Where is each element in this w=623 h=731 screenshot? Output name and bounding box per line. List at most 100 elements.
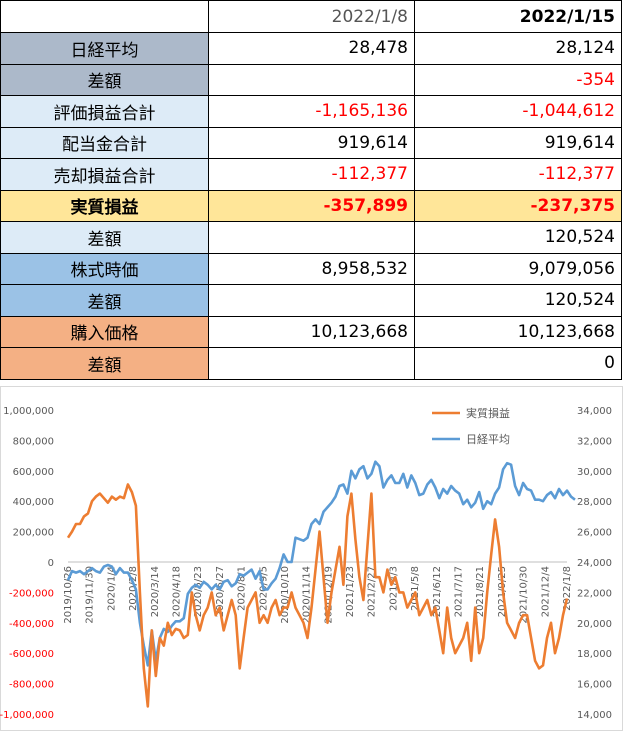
table-row: 購入価格 10,123,668 10,123,668 — [0, 315, 623, 348]
left-axis-tick-label: 1,000,000 — [3, 406, 54, 417]
right-axis-tick-label: 24,000 — [577, 558, 612, 569]
x-axis-tick-label: 2020/2/8 — [128, 566, 139, 611]
x-axis-tick-label: 2020/4/18 — [171, 566, 182, 617]
x-axis-tick-label: 2020/12/19 — [323, 566, 334, 624]
value-cell-1: 8,958,532 — [208, 252, 415, 285]
row-label: 配当金合計 — [0, 126, 209, 159]
header-date-1: 2022/1/8 — [208, 0, 415, 33]
row-label: 購入価格 — [0, 315, 209, 348]
value-cell-2: 0 — [413, 347, 623, 380]
x-axis-tick-label: 2019/11/30 — [85, 566, 96, 624]
x-axis-tick-label: 2020/5/23 — [193, 566, 204, 617]
x-axis-tick-label: 2021/12/4 — [540, 566, 551, 617]
header-empty — [0, 0, 209, 33]
table-row: 日経平均 28,478 28,124 — [0, 32, 623, 65]
x-axis-tick-label: 2020/10/10 — [280, 566, 291, 624]
x-axis-ticks: 2019/10/26 2019/11/30 2020/1/4 2020/2/8 2020… — [63, 566, 573, 624]
table-row: 差額 -354 — [0, 63, 623, 96]
left-axis-tick-label: 200,000 — [13, 528, 54, 539]
row-label: 株式時価 — [0, 252, 209, 285]
value-cell-2: -354 — [413, 63, 623, 96]
row-label: 差額 — [0, 63, 209, 96]
table-row: 配当金合計 919,614 919,614 — [0, 126, 623, 159]
value-cell-1 — [208, 221, 415, 254]
value-cell-2: 9,079,056 — [413, 252, 623, 285]
left-axis-tick-label: 400,000 — [13, 497, 54, 508]
row-label: 日経平均 — [0, 32, 209, 65]
header-row: 2022/1/8 2022/1/15 — [0, 0, 623, 33]
table-row: 実質損益 -357,899 -237,375 — [0, 189, 623, 222]
table-row: 売却損益合計 -112,377 -112,377 — [0, 158, 623, 191]
table-row: 差額 0 — [0, 347, 623, 380]
table-row: 評価損益合計 -1,165,136 -1,044,612 — [0, 95, 623, 128]
row-label: 差額 — [0, 347, 209, 380]
right-axis-tick-label: 16,000 — [577, 680, 612, 691]
left-axis-tick-label: -800,000 — [9, 680, 54, 691]
x-axis-tick-label: 2021/7/17 — [454, 566, 465, 617]
row-label: 売却損益合計 — [0, 158, 209, 191]
value-cell-1 — [208, 347, 415, 380]
value-cell-2: -1,044,612 — [413, 95, 623, 128]
row-label: 差額 — [0, 284, 209, 317]
left-axis-tick-label: -1,000,000 — [0, 710, 54, 721]
summary-table-body: 2022/1/8 2022/1/15 日経平均 28,478 28,124 差額 -354 評… — [0, 0, 623, 380]
legend-label: 実質損益 — [466, 406, 510, 420]
value-cell-2: -237,375 — [413, 189, 623, 222]
right-axis-tick-label: 20,000 — [577, 619, 612, 630]
x-axis-tick-label: 2021/2/27 — [367, 566, 378, 617]
value-cell-1 — [208, 63, 415, 96]
table-row: 差額 120,524 — [0, 221, 623, 254]
legend-label: 日経平均 — [466, 433, 510, 446]
x-axis-tick-label: 2020/8/1 — [237, 566, 248, 611]
right-axis-tick-label: 18,000 — [577, 649, 612, 660]
left-axis-tick-label: 800,000 — [13, 436, 54, 447]
row-label: 評価損益合計 — [0, 95, 209, 128]
x-axis-tick-label: 2021/5/8 — [410, 566, 421, 611]
value-cell-2: 120,524 — [413, 284, 623, 317]
right-axis-ticks: 34,000 32,000 30,000 28,000 26,000 24,000 22,0… — [577, 406, 612, 721]
left-axis-tick-label: 600,000 — [13, 467, 54, 478]
left-axis-tick-label: 0 — [48, 558, 54, 569]
x-axis-tick-label: 2021/4/3 — [388, 566, 399, 611]
table-row: 株式時価 8,958,532 9,079,056 — [0, 252, 623, 285]
table-row: 差額 120,524 — [0, 284, 623, 317]
value-cell-1: 919,614 — [208, 126, 415, 159]
value-cell-1: 10,123,668 — [208, 315, 415, 348]
series-lines — [66, 460, 576, 708]
x-axis-tick-label: 2020/6/27 — [215, 566, 226, 617]
value-cell-2: -112,377 — [413, 158, 623, 191]
right-axis-tick-label: 26,000 — [577, 528, 612, 539]
header-date-2: 2022/1/15 — [413, 0, 623, 33]
value-cell-1: -1,165,136 — [208, 95, 415, 128]
line-chart: 1,000,000 800,000 600,000 400,000 200,000 0 -2… — [0, 386, 623, 731]
right-axis-tick-label: 22,000 — [577, 588, 612, 599]
value-cell-1: -357,899 — [208, 189, 415, 222]
left-axis-tick-label: -200,000 — [9, 588, 54, 599]
x-axis-tick-label: 2020/1/4 — [106, 566, 117, 611]
x-axis-tick-label: 2022/1/8 — [562, 566, 573, 611]
right-axis-tick-label: 32,000 — [577, 436, 612, 447]
value-cell-2: 28,124 — [413, 32, 623, 65]
right-axis-tick-label: 14,000 — [577, 710, 612, 721]
value-cell-1: -112,377 — [208, 158, 415, 191]
value-cell-2: 120,524 — [413, 221, 623, 254]
x-axis-tick-label: 2020/11/14 — [302, 566, 313, 624]
x-axis-tick-label: 2019/10/26 — [63, 566, 74, 624]
x-axis-tick-label: 2021/10/30 — [519, 566, 530, 624]
chart-frame — [0, 386, 623, 731]
left-axis-tick-label: -400,000 — [9, 619, 54, 630]
x-axis-tick-label: 2021/1/23 — [345, 566, 356, 617]
right-axis-tick-label: 34,000 — [577, 406, 612, 417]
value-cell-1: 28,478 — [208, 32, 415, 65]
row-label: 差額 — [0, 221, 209, 254]
series-line-profit — [66, 483, 569, 708]
row-label: 実質損益 — [0, 189, 209, 222]
left-axis-ticks: 1,000,000 800,000 600,000 400,000 200,000 0 -2… — [0, 406, 54, 721]
right-axis-tick-label: 30,000 — [577, 467, 612, 478]
x-axis-tick-label: 2021/6/12 — [432, 566, 443, 617]
value-cell-2: 919,614 — [413, 126, 623, 159]
value-cell-1 — [208, 284, 415, 317]
x-axis-tick-label: 2021/8/21 — [475, 566, 486, 617]
left-axis-tick-label: -600,000 — [9, 649, 54, 660]
